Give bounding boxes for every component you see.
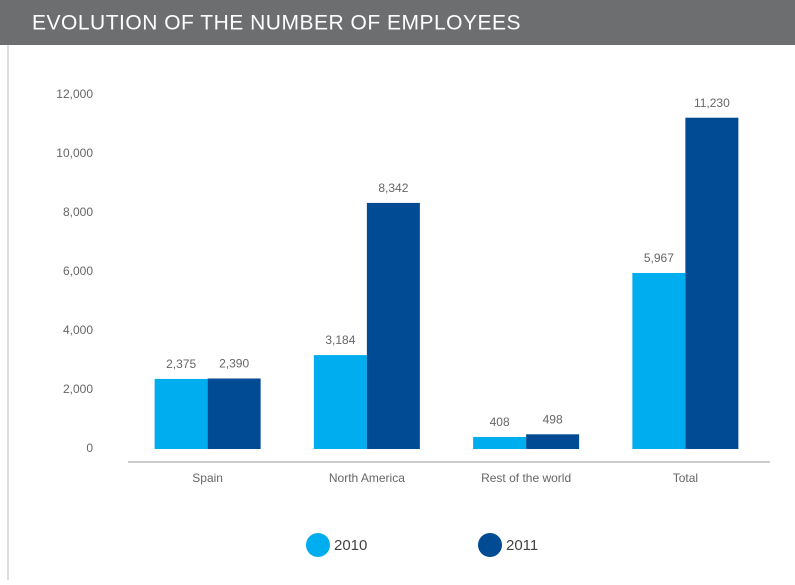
bar	[366, 202, 420, 449]
y-tick-label: 12,000	[56, 87, 93, 101]
value-label: 3,184	[325, 333, 355, 347]
legend-label: 2011	[506, 537, 538, 554]
value-label: 408	[490, 415, 510, 429]
bar	[313, 355, 367, 449]
legend-swatch	[478, 533, 502, 557]
y-tick-label: 8,000	[63, 205, 93, 219]
value-label: 2,390	[219, 357, 249, 371]
header-bar	[0, 0, 795, 45]
bar	[154, 378, 208, 449]
y-tick-label: 4,000	[63, 323, 93, 337]
x-tick-label: Rest of the world	[481, 471, 571, 485]
value-label: 11,230	[694, 96, 730, 110]
x-tick-label: North America	[329, 471, 405, 485]
value-label: 5,967	[644, 251, 674, 265]
bar	[685, 117, 739, 449]
value-label: 8,342	[378, 181, 408, 195]
bar	[473, 436, 527, 449]
legend-label: 2010	[334, 537, 367, 554]
y-tick-label: 2,000	[63, 382, 93, 396]
x-tick-label: Spain	[192, 471, 223, 485]
bar	[526, 434, 580, 449]
legend-swatch	[306, 533, 330, 557]
chart-title: EVOLUTION OF THE NUMBER OF EMPLOYEES	[32, 12, 521, 35]
value-label: 498	[543, 412, 563, 426]
bar	[207, 378, 261, 449]
x-tick-label: Total	[673, 471, 698, 485]
bar	[632, 272, 686, 449]
y-tick-label: 6,000	[63, 264, 93, 278]
y-tick-label: 10,000	[56, 146, 93, 160]
value-label: 2,375	[166, 357, 196, 371]
y-tick-label: 0	[86, 441, 93, 455]
